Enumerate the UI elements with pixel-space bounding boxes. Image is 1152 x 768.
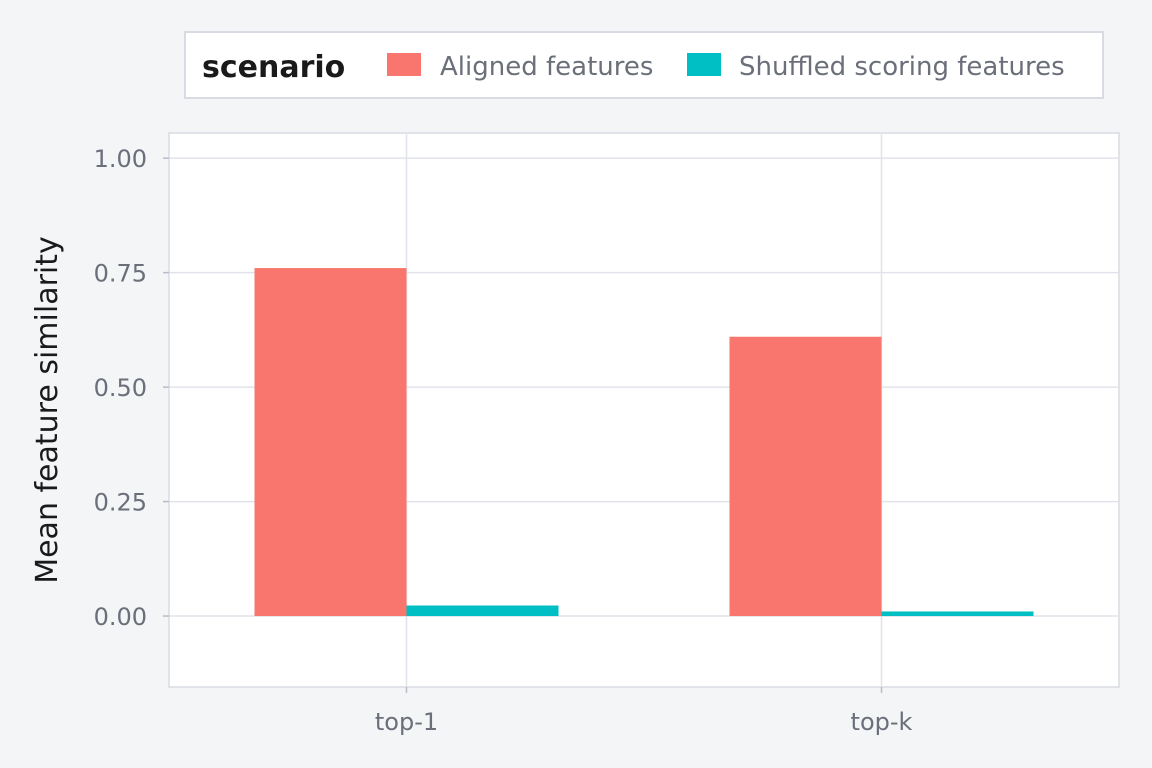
x-tick-label: top-1 [375, 708, 438, 736]
legend-label-shuffled: Shuffled scoring features [739, 52, 1065, 82]
bar-shuffled-top-1 [406, 605, 559, 617]
x-axis-ticks: top-1 top-k [375, 687, 913, 736]
y-tick-label: 1.00 [94, 145, 147, 173]
legend: scenario Aligned features Shuffled scori… [184, 31, 1104, 99]
y-tick-label: 0.00 [94, 603, 147, 631]
legend-box [184, 31, 1104, 99]
bar-shuffled-top-k [881, 611, 1034, 617]
y-tick-label: 0.75 [94, 260, 147, 288]
legend-swatch-aligned [387, 53, 421, 76]
y-tick-label: 0.25 [94, 489, 147, 517]
y-axis-ticks: 0.00 0.25 0.50 0.75 1.00 [94, 145, 169, 631]
legend-title: scenario [202, 50, 345, 85]
bar-aligned-top-1 [254, 268, 407, 617]
bars [254, 268, 1034, 617]
x-tick-label: top-k [851, 708, 913, 736]
y-tick-label: 0.50 [94, 374, 147, 402]
y-axis-title: Mean feature similarity [30, 236, 65, 584]
legend-swatch-shuffled [687, 53, 721, 76]
bar-aligned-top-k [729, 336, 882, 617]
legend-label-aligned: Aligned features [440, 52, 653, 82]
